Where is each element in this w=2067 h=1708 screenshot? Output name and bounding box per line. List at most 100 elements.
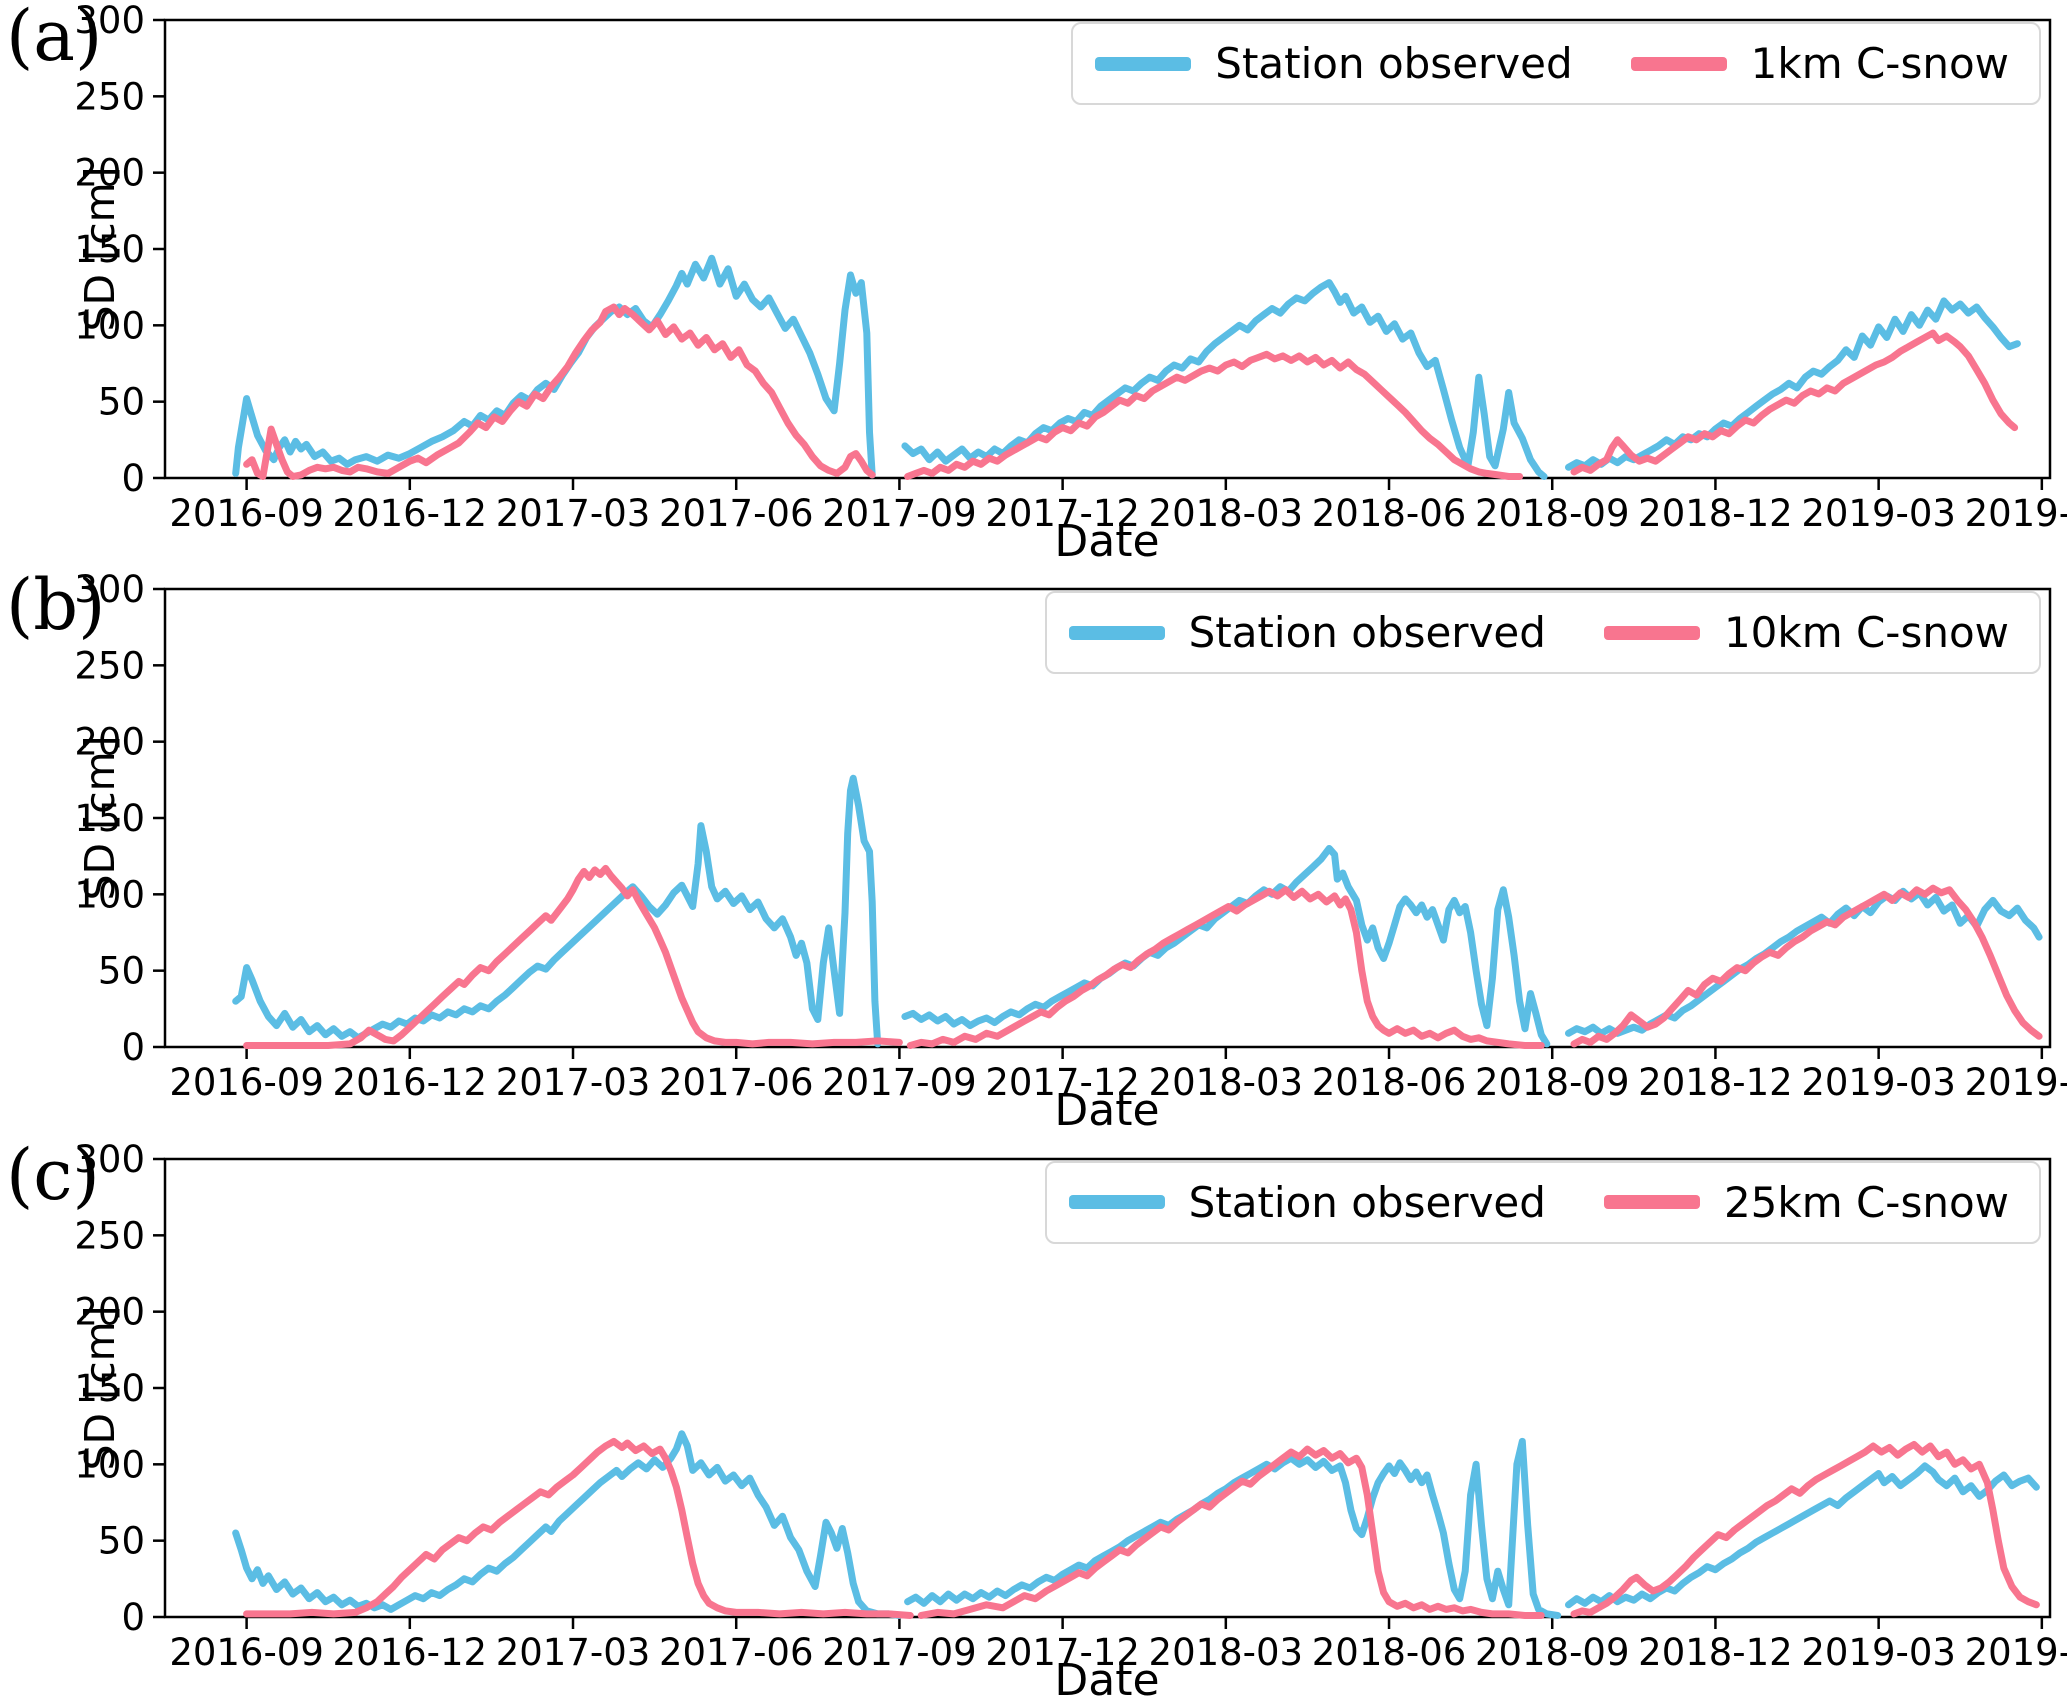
legend-item-station-observed: Station observed: [1068, 1177, 1546, 1227]
series-segment: [1564, 1462, 2040, 1608]
panel-c-letter: (c): [6, 1133, 100, 1216]
x-tick-label: 2018-06: [1312, 1061, 1467, 1104]
x-tick-label: 2017-09: [822, 1061, 977, 1104]
x-tick-label: 2018-06: [1312, 1631, 1467, 1674]
series-segment: [1564, 297, 2021, 471]
c-snow-line-swatch: [1603, 625, 1700, 640]
x-tick-label: 2017-03: [496, 1061, 651, 1104]
legend-item-station-observed: Station observed: [1068, 608, 1546, 658]
station-observed-line-swatch: [1095, 56, 1192, 71]
series-segment: [1570, 885, 2043, 1048]
x-tick-label: 2017-06: [659, 492, 814, 535]
y-tick-label: 300: [74, 1139, 145, 1181]
x-tick-label: 2017-09: [822, 492, 977, 535]
y-tick-label: 250: [74, 1214, 145, 1257]
panel-b: (b) SD [cm] 2016-09 2016-12 2017-03 2017-06…: [0, 569, 2067, 1138]
x-tick-label: 2018-03: [1149, 492, 1304, 535]
y-axis-ticks: 0 50 100 150 200 250 300: [74, 1139, 166, 1639]
legend-label-station-observed: Station observed: [1215, 39, 1573, 88]
x-axis-ticks: 2016-09 2016-12 2017-03 2017-06 2017-09 2017-…: [169, 1047, 2067, 1104]
x-tick-label: 2017-03: [496, 492, 651, 535]
x-tick-label: 2016-12: [333, 1061, 488, 1104]
series-segment: [901, 845, 1551, 1048]
series-segment: [243, 865, 903, 1050]
series-line-1km-c-snow: [243, 303, 2019, 480]
x-tick-label: 2016-09: [169, 1061, 324, 1104]
x-tick-label: 2016-09: [169, 492, 324, 535]
station-observed-line-swatch: [1068, 1195, 1165, 1210]
y-tick-label: 250: [74, 645, 145, 688]
panel-c-plot: 2016-09 2016-12 2017-03 2017-06 2017-09 2017-…: [74, 1139, 2067, 1674]
y-tick-label: 50: [98, 1519, 145, 1562]
x-tick-label: 2017-12: [985, 492, 1140, 535]
series-segment: [232, 254, 876, 479]
series-segment: [1570, 1440, 2040, 1618]
legend-item-station-observed: Station observed: [1095, 39, 1573, 88]
x-tick-label: 2017-09: [822, 1631, 977, 1674]
x-tick-label: 2018-09: [1475, 1061, 1630, 1104]
legend-label-station-observed: Station observed: [1188, 608, 1546, 658]
x-tick-label: 2017-03: [496, 1631, 651, 1674]
series-line-10km-c-snow: [243, 865, 2043, 1050]
series-line-25km-c-snow: [243, 1437, 2040, 1619]
series-segment: [901, 279, 1548, 480]
y-axis-ticks: 0 50 100 150 200 250 300: [74, 0, 166, 500]
y-tick-label: 200: [74, 721, 145, 764]
panel-c-x-axis-label: Date: [1054, 1654, 1160, 1706]
series-segment: [232, 775, 882, 1048]
x-tick-label: 2019-03: [1801, 1631, 1956, 1674]
panel-a-plot: 2016-09 2016-12 2017-03 2017-06 2017-09 2017-…: [74, 0, 2067, 535]
x-tick-label: 2017-06: [659, 1631, 814, 1674]
legend-label-1km-c-snow: 1km C-snow: [1750, 39, 2009, 88]
legend-item-1km-c-snow: 1km C-snow: [1630, 39, 2009, 88]
x-tick-label: 2018-06: [1312, 492, 1467, 535]
c-snow-line-swatch: [1630, 56, 1727, 71]
x-tick-label: 2018-12: [1638, 492, 1793, 535]
panel-a-legend: Station observed 1km C-snow: [1071, 22, 2041, 105]
x-tick-label: 2016-12: [333, 492, 488, 535]
y-tick-label: 300: [74, 569, 145, 611]
panel-b-legend: Station observed 10km C-snow: [1044, 591, 2041, 675]
x-tick-label: 2019-03: [1801, 492, 1956, 535]
legend-label-10km-c-snow: 10km C-snow: [1723, 608, 2009, 658]
x-tick-label: 2019-06: [1965, 1061, 2067, 1104]
series-segment: [232, 1429, 903, 1619]
panel-a: (a) SD [cm] 2016-09 2016-12 2017-03 2017-06…: [0, 0, 2067, 569]
x-tick-label: 2018-09: [1475, 1631, 1630, 1674]
panel-a-x-axis-label: Date: [1054, 516, 1160, 567]
series-segment: [917, 1445, 1545, 1619]
y-tick-label: 0: [121, 457, 145, 500]
y-tick-label: 150: [74, 228, 145, 271]
series-segment: [243, 1437, 914, 1619]
series-segment: [1570, 329, 2019, 476]
series-line-station-observed: [232, 254, 2021, 480]
y-tick-label: 250: [74, 75, 145, 118]
series-segment: [243, 303, 876, 480]
panel-a-letter: (a): [6, 0, 103, 77]
x-tick-label: 2019-06: [1965, 1631, 2067, 1674]
y-tick-label: 200: [74, 1290, 145, 1333]
x-tick-label: 2018-12: [1638, 1631, 1793, 1674]
legend-item-25km-c-snow: 25km C-snow: [1603, 1177, 2009, 1227]
x-tick-label: 2017-06: [659, 1061, 814, 1104]
x-tick-label: 2018-03: [1149, 1631, 1304, 1674]
panel-c: (c) SD [cm] 2016-09 2016-12 2017-03 2017-06…: [0, 1133, 2067, 1708]
series-segment: [904, 1437, 1562, 1619]
y-tick-label: 50: [98, 950, 145, 993]
panel-c-legend: Station observed 25km C-snow: [1044, 1160, 2041, 1244]
legend-label-25km-c-snow: 25km C-snow: [1723, 1177, 2009, 1227]
y-tick-label: 150: [74, 1367, 145, 1410]
series-line-station-observed: [232, 1429, 2040, 1619]
y-tick-label: 0: [121, 1026, 145, 1069]
x-tick-label: 2018-09: [1475, 492, 1630, 535]
panel-b-plot: 2016-09 2016-12 2017-03 2017-06 2017-09 2017-…: [74, 569, 2067, 1104]
series-segment: [904, 350, 1524, 480]
y-tick-label: 200: [74, 152, 145, 195]
y-tick-label: 50: [98, 381, 145, 424]
legend-label-station-observed: Station observed: [1188, 1177, 1546, 1227]
panel-b-x-axis-label: Date: [1054, 1085, 1160, 1137]
x-tick-label: 2016-09: [169, 1631, 324, 1674]
y-tick-label: 100: [74, 874, 145, 917]
x-tick-label: 2019-06: [1965, 492, 2067, 535]
